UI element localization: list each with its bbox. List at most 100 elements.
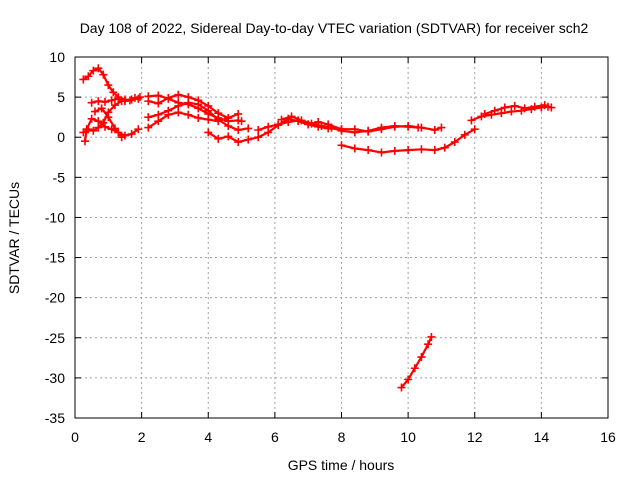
x-tick-label: 2 <box>138 429 146 445</box>
data-point <box>144 123 153 132</box>
y-tick-label: -20 <box>45 290 65 306</box>
data-point <box>510 101 519 110</box>
series-line <box>147 111 240 129</box>
data-point <box>284 117 293 126</box>
data-point <box>104 113 113 122</box>
x-tick-label: 16 <box>600 429 616 445</box>
data-point <box>144 113 153 122</box>
data-point <box>79 75 88 84</box>
data-point <box>277 115 286 124</box>
data-point <box>99 70 108 79</box>
x-tick-labels: 0 2 4 6 8 10 12 14 16 <box>71 429 616 445</box>
data-point <box>390 121 399 130</box>
data-point <box>327 123 336 132</box>
data-point <box>397 383 406 392</box>
data-point <box>547 103 556 112</box>
y-tick-labels: -35 -30 -25 -20 -15 -10 -5 0 5 10 <box>45 49 65 426</box>
series-trace-9 <box>144 98 253 135</box>
data-point <box>154 110 163 119</box>
data-point <box>89 126 98 135</box>
data-point <box>450 138 459 147</box>
data-point <box>254 133 263 142</box>
series-trace-2 <box>87 94 143 107</box>
data-point <box>214 134 223 143</box>
y-axis-label: SDTVAR / TECUs <box>6 182 22 294</box>
series-trace-5 <box>90 104 126 142</box>
data-point <box>530 102 539 111</box>
y-tick-label: 10 <box>49 49 65 65</box>
series-trace-13 <box>337 125 479 157</box>
data-point <box>94 64 103 73</box>
data-point <box>87 98 96 107</box>
data-point <box>135 93 144 102</box>
data-point <box>127 95 136 104</box>
data-point <box>430 126 439 135</box>
plot-frame <box>74 56 609 419</box>
data-point <box>164 93 173 102</box>
data-point <box>110 124 119 133</box>
data-point <box>317 121 326 130</box>
data-point <box>404 375 413 384</box>
series-trace-12 <box>277 112 423 137</box>
grid-lines <box>75 57 608 418</box>
data-point <box>234 109 243 118</box>
data-point <box>377 123 386 132</box>
series-trace-4 <box>79 97 126 137</box>
x-tick-label: 10 <box>400 429 416 445</box>
data-point <box>84 125 93 134</box>
data-point <box>234 138 243 147</box>
data-point <box>507 107 516 116</box>
data-point <box>460 130 469 139</box>
data-point <box>154 99 163 108</box>
data-point <box>224 121 233 130</box>
data-point <box>337 126 346 135</box>
data-point <box>237 117 246 126</box>
data-point <box>424 340 433 349</box>
data-point <box>204 115 213 124</box>
data-point <box>174 90 183 99</box>
data-point <box>350 144 359 153</box>
data-point <box>307 119 316 128</box>
data-point <box>127 130 136 139</box>
data-point <box>214 115 223 124</box>
y-tick-label: -15 <box>45 250 65 266</box>
chart-title: Day 108 of 2022, Sidereal Day-to-day VTE… <box>80 20 589 36</box>
series-trace-8 <box>144 108 243 132</box>
data-point <box>274 120 283 129</box>
data-point <box>414 123 423 132</box>
data-point <box>254 126 263 135</box>
data-point <box>417 145 426 154</box>
x-tick-label: 0 <box>71 429 79 445</box>
y-tick-label: -5 <box>53 169 66 185</box>
data-point <box>364 146 373 155</box>
data-point <box>480 109 489 118</box>
y-tick-label: -10 <box>45 209 65 225</box>
data-series <box>79 64 556 392</box>
data-point <box>224 113 233 122</box>
y-tick-label: -25 <box>45 330 65 346</box>
data-point <box>490 106 499 115</box>
data-point <box>404 122 413 131</box>
data-point <box>184 98 193 107</box>
data-point <box>390 146 399 155</box>
x-tick-label: 14 <box>534 429 550 445</box>
data-point <box>467 116 476 125</box>
data-point <box>204 106 213 115</box>
data-point <box>117 97 126 106</box>
data-point <box>99 118 108 127</box>
data-point <box>89 66 98 75</box>
data-point <box>117 133 126 142</box>
y-tick-label: -35 <box>45 410 65 426</box>
data-point <box>184 110 193 119</box>
data-point <box>244 135 253 144</box>
data-point <box>364 126 373 135</box>
x-tick-label: 12 <box>467 429 483 445</box>
data-point <box>164 106 173 115</box>
x-tick-label: 4 <box>204 429 212 445</box>
x-tick-label: 8 <box>338 429 346 445</box>
data-point <box>287 112 296 121</box>
data-point <box>144 97 153 106</box>
data-point <box>404 146 413 155</box>
